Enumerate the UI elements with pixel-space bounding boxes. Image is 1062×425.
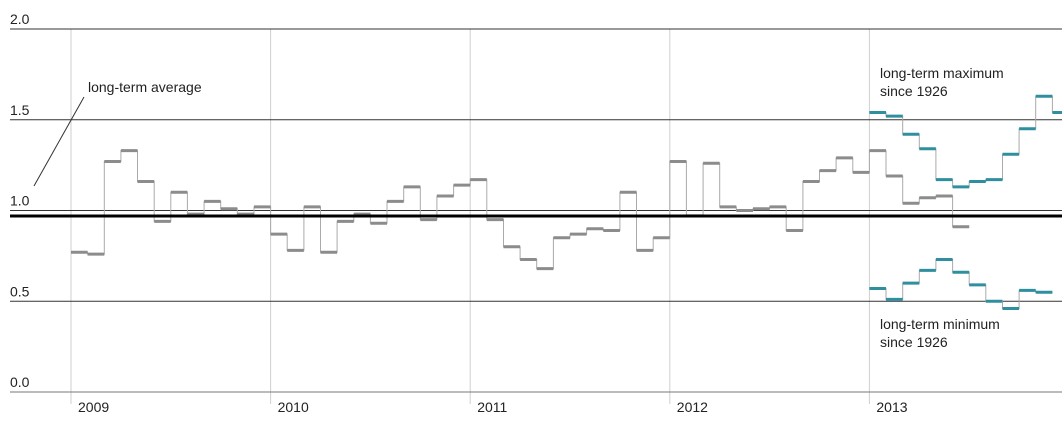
y-gridlines bbox=[10, 28, 1062, 393]
annotation-1-line-1: since 1926 bbox=[880, 334, 948, 350]
annotation-0-line-0: long-term maximum bbox=[880, 65, 1004, 81]
x-tick-label-2009: 2009 bbox=[78, 399, 109, 415]
x-tick-label-2010: 2010 bbox=[278, 399, 309, 415]
annotation-0-line-1: since 1926 bbox=[880, 83, 948, 99]
y-tick-label-0.0: 0.0 bbox=[10, 374, 30, 390]
y-tick-label-2.0: 2.0 bbox=[10, 11, 30, 27]
y-tick-label-0.5: 0.5 bbox=[10, 283, 30, 299]
long-term-average-label: long-term average bbox=[88, 79, 202, 95]
series-layer bbox=[71, 94, 1062, 310]
y-tick-label-1.0: 1.0 bbox=[10, 193, 30, 209]
series-1-outline bbox=[869, 95, 1062, 188]
x-tick-label-2012: 2012 bbox=[677, 399, 708, 415]
x-tick-label-2013: 2013 bbox=[876, 399, 907, 415]
y-tick-label-1.5: 1.5 bbox=[10, 102, 30, 118]
series-annotations: long-term maximum since 1926 long-term min… bbox=[880, 65, 1004, 350]
series-0-outline bbox=[71, 150, 970, 270]
y-tick-labels: 0.0 0.5 1.0 1.5 2.0 bbox=[10, 11, 30, 390]
annotation-1-line-0: long-term minimum bbox=[880, 316, 1000, 332]
x-tick-labels: 2009 2010 2011 2012 2013 bbox=[78, 399, 908, 415]
x-tick-label-2011: 2011 bbox=[477, 399, 507, 415]
long-term-average-leader-line bbox=[33, 96, 85, 187]
